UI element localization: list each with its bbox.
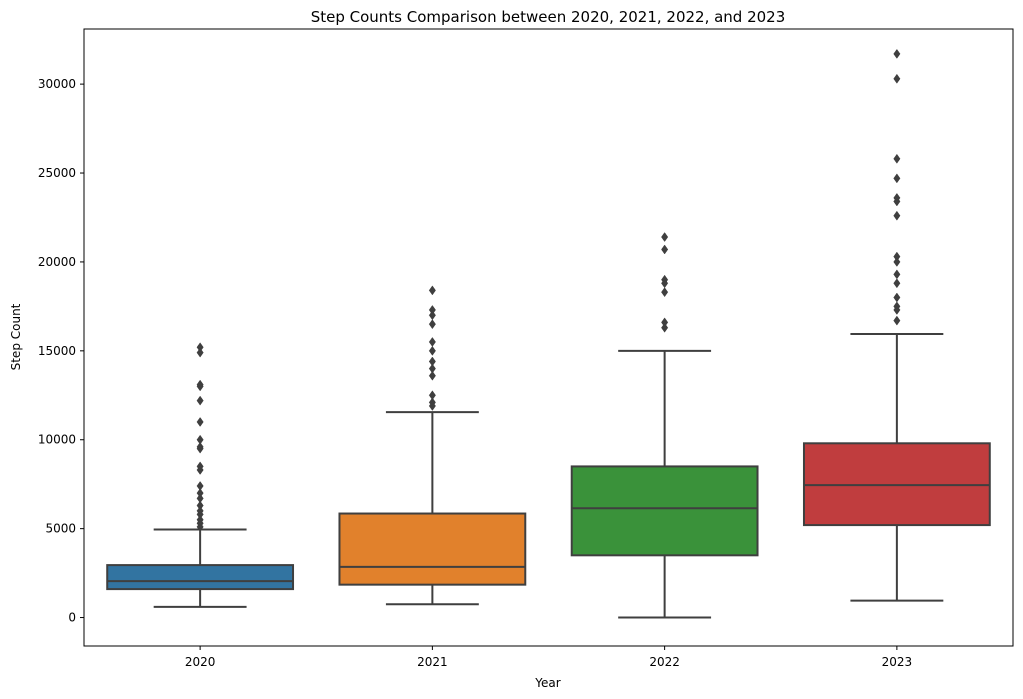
outlier-point — [894, 49, 900, 58]
outlier-point — [894, 211, 900, 220]
outlier-point — [429, 311, 435, 320]
x-tick-label: 2020 — [185, 655, 216, 669]
x-axis-label: Year — [534, 676, 560, 690]
outlier-point — [894, 316, 900, 325]
y-tick-label: 0 — [68, 611, 76, 625]
outlier-point — [894, 257, 900, 266]
plot-frame — [84, 29, 1013, 646]
outlier-point — [429, 337, 435, 346]
outlier-point — [894, 174, 900, 183]
y-tick-label: 10000 — [38, 433, 76, 447]
y-tick-label: 5000 — [45, 522, 76, 536]
x-tick-label: 2021 — [417, 655, 448, 669]
outlier-point — [429, 320, 435, 329]
outlier-point — [197, 348, 203, 357]
y-tick-label: 20000 — [38, 255, 76, 269]
outlier-point — [661, 288, 667, 297]
outlier-point — [894, 270, 900, 279]
outlier-point — [429, 371, 435, 380]
outlier-point — [197, 417, 203, 426]
y-tick-label: 30000 — [38, 77, 76, 91]
outlier-point — [661, 245, 667, 254]
chart-title: Step Counts Comparison between 2020, 202… — [311, 8, 786, 26]
outlier-point — [429, 286, 435, 295]
outlier-point — [429, 346, 435, 355]
outlier-point — [197, 396, 203, 405]
outlier-point — [894, 293, 900, 302]
box-2021 — [339, 514, 525, 585]
box-2020 — [107, 565, 293, 589]
y-tick-label: 15000 — [38, 344, 76, 358]
x-tick-label: 2023 — [882, 655, 913, 669]
outlier-point — [894, 74, 900, 83]
outlier-point — [661, 233, 667, 242]
outlier-point — [894, 154, 900, 163]
outlier-point — [894, 279, 900, 288]
outlier-point — [661, 323, 667, 332]
box-2022 — [572, 466, 758, 555]
y-tick-label: 25000 — [38, 166, 76, 180]
x-tick-label: 2022 — [649, 655, 680, 669]
y-axis-label: Step Count — [9, 303, 23, 370]
